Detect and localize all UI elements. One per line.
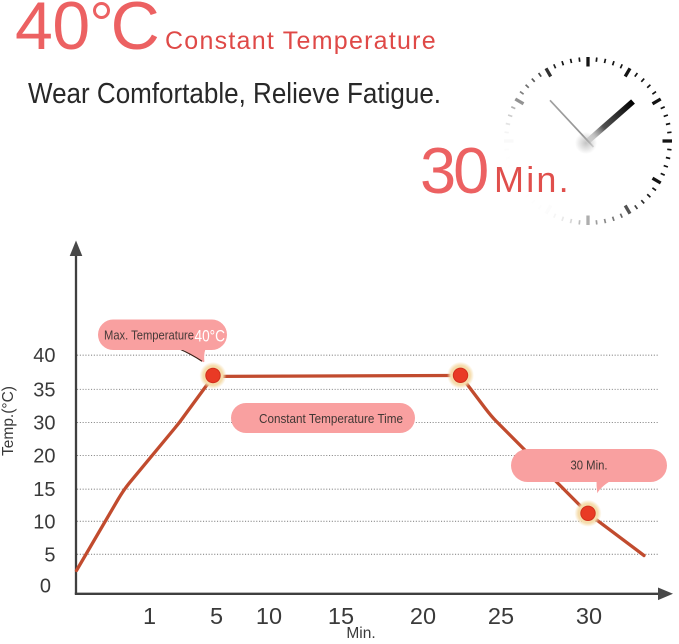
svg-text:35: 35 bbox=[33, 379, 55, 401]
svg-text:30: 30 bbox=[33, 413, 55, 435]
svg-text:Constant Temperature Time: Constant Temperature Time bbox=[259, 411, 403, 426]
svg-text:30: 30 bbox=[576, 603, 602, 629]
svg-text:40: 40 bbox=[33, 345, 55, 367]
svg-text:10: 10 bbox=[33, 511, 55, 533]
svg-text:25: 25 bbox=[488, 603, 514, 629]
svg-text:20: 20 bbox=[410, 603, 436, 629]
svg-text:20: 20 bbox=[33, 446, 55, 468]
svg-text:40°C: 40°C bbox=[195, 327, 226, 346]
svg-text:Max. Temperature: Max. Temperature bbox=[104, 328, 194, 343]
svg-text:30 Min.: 30 Min. bbox=[571, 458, 608, 473]
svg-text:1: 1 bbox=[143, 603, 156, 629]
svg-text:5: 5 bbox=[210, 603, 223, 629]
svg-text:10: 10 bbox=[256, 603, 282, 629]
svg-text:Temp.(°C): Temp.(°C) bbox=[0, 386, 17, 456]
svg-text:15: 15 bbox=[328, 603, 354, 629]
svg-text:5: 5 bbox=[44, 544, 55, 566]
svg-text:Min.: Min. bbox=[346, 625, 375, 642]
svg-text:0: 0 bbox=[40, 576, 51, 598]
svg-text:15: 15 bbox=[33, 479, 55, 501]
